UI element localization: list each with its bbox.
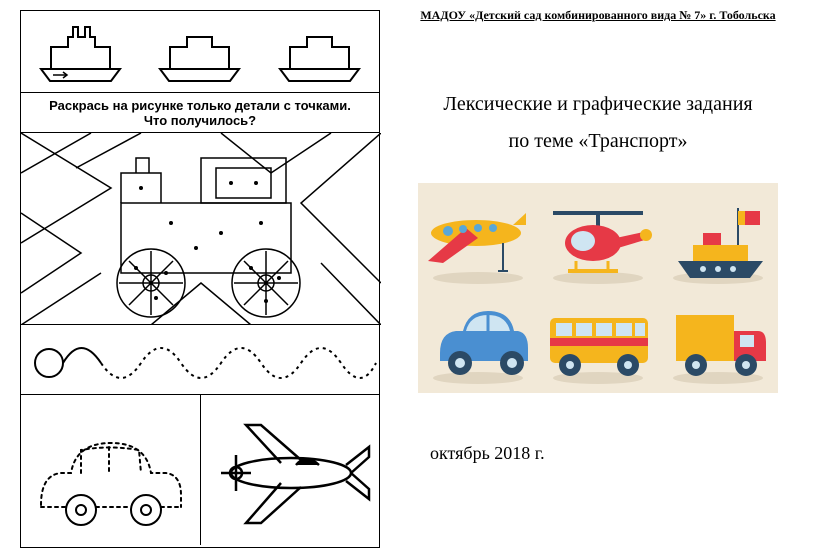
worksheet-frame: Раскрась на рисунке только детали с точк… bbox=[20, 10, 380, 548]
ship-outline-icon bbox=[33, 19, 128, 84]
worksheet-bottom-row bbox=[21, 395, 379, 545]
worksheet-wave-row bbox=[21, 325, 379, 395]
ship-outline-icon bbox=[152, 19, 247, 84]
transport-illustration bbox=[418, 183, 778, 393]
date-text: октябрь 2018 г. bbox=[430, 443, 786, 464]
title-line-2: по теме «Транспорт» bbox=[410, 130, 786, 153]
title-line-1: Лексические и графические задания bbox=[410, 93, 786, 116]
org-header: МАДОУ «Детский сад комбинированного вида… bbox=[410, 8, 786, 23]
worksheet-column: Раскрась на рисунке только детали с точк… bbox=[0, 0, 380, 558]
worksheet-airplane-cell bbox=[201, 395, 380, 545]
worksheet-ships-row bbox=[21, 11, 379, 93]
wave-trace-icon bbox=[21, 325, 381, 395]
instruction-text-line1: Раскрась на рисунке только детали с точк… bbox=[49, 98, 351, 113]
title-column: МАДОУ «Детский сад комбинированного вида… bbox=[380, 0, 816, 558]
tractor-puzzle-icon bbox=[21, 133, 381, 325]
dotted-car-icon bbox=[21, 395, 199, 545]
ship-outline-icon bbox=[272, 19, 367, 84]
worksheet-instruction: Раскрась на рисунке только детали с точк… bbox=[21, 93, 379, 133]
airplane-outline-icon bbox=[201, 395, 379, 545]
instruction-text-line2: Что получилось? bbox=[144, 113, 256, 128]
worksheet-puzzle bbox=[21, 133, 379, 325]
worksheet-dotted-car-cell bbox=[21, 395, 201, 545]
